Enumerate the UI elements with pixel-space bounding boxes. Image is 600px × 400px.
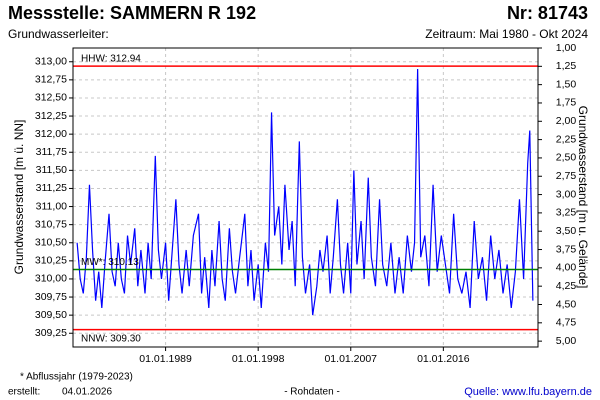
y2-tick-label: 1,75 [556,97,577,109]
y-tick-label: 312,25 [35,110,67,122]
created-date: 04.01.2026 [62,387,112,398]
y-tick-label: 310,75 [35,218,67,230]
y-tick-label: 311,75 [36,146,67,158]
y2-tick-label: 4,25 [556,280,577,292]
y-tick-label: 313,00 [35,56,67,68]
y2-tick-label: 3,25 [556,207,577,219]
data-note: - Rohdaten - [284,387,340,398]
x-tick-label: 01.01.2007 [324,353,377,365]
reference-label: NNW: 309.30 [81,333,141,344]
y-tick-label: 309,25 [35,327,67,339]
y-tick-label: 310,00 [35,273,67,285]
y2-tick-label: 2,75 [556,170,577,182]
chart-title: Messstelle: SAMMERN R 192 [8,3,256,23]
series-line [76,68,534,316]
y-tick-label: 310,25 [35,255,67,267]
plot-area: HHW: 312.94 MW*: 310.13 NNW: 309.30 [73,48,538,347]
station-number: Nr: 81743 [507,3,588,23]
y2-tick-label: 3,50 [556,225,577,237]
y2-tick-label: 1,00 [556,42,577,54]
reference-lines: HHW: 312.94 MW*: 310.13 NNW: 309.30 [73,54,538,344]
y2-tick-label: 5,00 [556,335,577,347]
footnote: * Abflussjahr (1979-2023) [20,372,133,383]
y2-tick-label: 1,50 [556,78,577,90]
y-tick-label: 312,50 [35,92,67,104]
y-tick-label: 311,00 [36,200,67,212]
y-tick-label: 312,75 [35,74,67,86]
x-tick-label: 01.01.1989 [139,353,192,365]
y-tick-label: 310,50 [35,237,67,249]
y2-tick-label: 2,50 [556,152,577,164]
y2-tick-label: 4,50 [556,298,577,310]
plot-frame [72,47,539,348]
y2-tick-label: 3,75 [556,243,577,255]
y2-tick-label: 4,75 [556,317,577,329]
reference-label: MW*: 310.13 [81,257,139,268]
y-tick-label: 309,75 [35,291,67,303]
x-tick-label: 01.01.2016 [417,353,470,365]
y2-tick-label: 4,00 [556,262,577,274]
y-tick-label: 312,00 [35,128,67,140]
y2-axis-label: Grundwasserstand [m u. Gelände] [576,106,590,289]
y-tick-label: 311,25 [36,182,67,194]
reference-label: HHW: 312.94 [81,54,141,65]
y-axis-label: Grundwasserstand [m ü. NN] [12,120,26,275]
y2-tick-label: 2,25 [556,133,577,145]
y2-tick-label: 3,00 [556,188,577,200]
period: Zeitraum: Mai 1980 - Okt 2024 [425,27,588,41]
source[interactable]: Quelle: www.lfu.bayern.de [464,386,592,398]
created-label: erstellt: [8,387,40,398]
aquifer-label: Grundwasserleiter: [8,27,109,41]
y-tick-label: 309,50 [35,309,67,321]
x-tick-label: 01.01.1998 [232,353,285,365]
y-tick-label: 311,50 [36,164,67,176]
y2-tick-label: 1,25 [556,60,577,72]
y2-tick-label: 2,00 [556,115,577,127]
